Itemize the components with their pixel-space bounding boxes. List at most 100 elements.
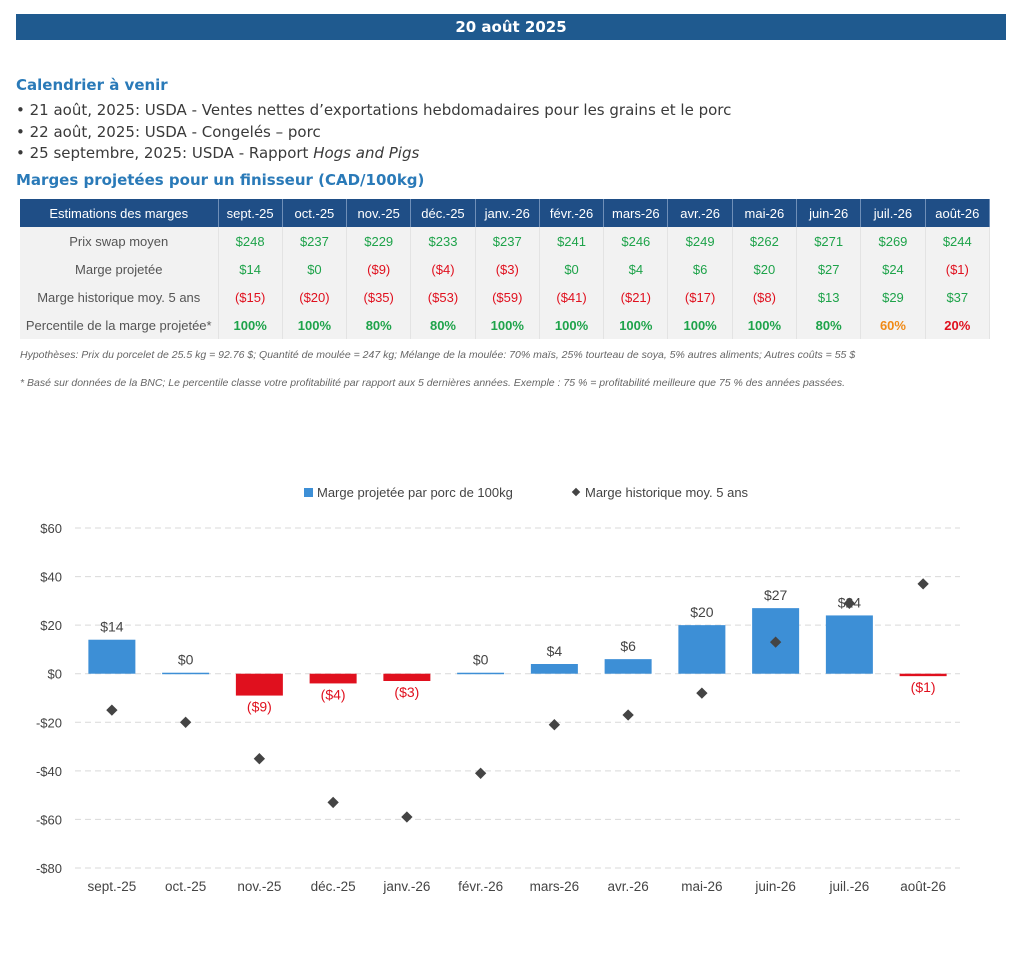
date-banner: 20 août 2025 xyxy=(16,14,1006,40)
bar xyxy=(235,673,283,696)
table-cell: ($1) xyxy=(925,255,991,283)
table-header-month: févr.-26 xyxy=(539,199,605,227)
table-cell: $27 xyxy=(796,255,862,283)
table-cell: ($59) xyxy=(475,283,540,311)
table-header-month: janv.-26 xyxy=(475,199,540,227)
bar-data-label: $0 xyxy=(473,652,489,668)
x-tick-label: août-26 xyxy=(900,879,946,894)
banner-date: 20 août 2025 xyxy=(455,18,567,36)
table-cell: $29 xyxy=(860,283,926,311)
historical-marker xyxy=(474,767,487,779)
table-cell: ($8) xyxy=(732,283,798,311)
bar-data-label: $6 xyxy=(620,638,636,654)
table-cell: ($9) xyxy=(346,255,412,283)
x-tick-label: juil.-26 xyxy=(828,879,869,894)
table-cell: $237 xyxy=(475,227,540,255)
table-cell: $20 xyxy=(732,255,798,283)
table-header-month: mai-26 xyxy=(732,199,798,227)
table-cell: 100% xyxy=(475,311,540,339)
table-row: Prix swap moyen $248 $237 $229 $233 $237 $241 $… xyxy=(20,227,991,255)
table-header-row: Estimations des marges sept.-25 oct.-25 no… xyxy=(20,199,991,227)
table-cell: ($17) xyxy=(667,283,733,311)
table-header-month: mars-26 xyxy=(603,199,669,227)
table-cell: 100% xyxy=(732,311,798,339)
y-tick-label: $0 xyxy=(48,667,62,682)
table-cell: $6 xyxy=(667,255,733,283)
table-cell: $24 xyxy=(860,255,926,283)
y-tick-label: $60 xyxy=(40,521,62,536)
table-row-label: Percentile de la marge projetée* xyxy=(20,311,219,339)
table-cell: $269 xyxy=(860,227,926,255)
bar-data-label: $14 xyxy=(100,619,124,635)
calendar-list: • 21 août, 2025: USDA - Ventes nettes d’… xyxy=(16,100,731,165)
table-header-month: juin-26 xyxy=(796,199,862,227)
bar-data-label: ($3) xyxy=(394,684,419,700)
bar-data-label: $0 xyxy=(178,652,194,668)
table-cell: 100% xyxy=(539,311,605,339)
table-cell: $229 xyxy=(346,227,412,255)
x-tick-label: mars-26 xyxy=(530,879,580,894)
bar-data-label: ($9) xyxy=(247,699,272,715)
table-cell: ($53) xyxy=(410,283,476,311)
margins-title: Marges projetées pour un finisseur (CAD/… xyxy=(16,171,425,189)
table-cell: $271 xyxy=(796,227,862,255)
table-cell: $0 xyxy=(539,255,605,283)
calendar-title: Calendrier à venir xyxy=(16,76,168,94)
y-tick-label: -$60 xyxy=(36,812,62,827)
table-cell: 20% xyxy=(925,311,991,339)
percentile-footnote: * Basé sur données de la BNC; Le percent… xyxy=(20,377,846,389)
table-cell: $14 xyxy=(218,255,283,283)
table-cell: ($4) xyxy=(410,255,476,283)
historical-marker xyxy=(548,719,561,731)
y-tick-label: -$20 xyxy=(36,715,62,730)
historical-marker xyxy=(179,716,192,728)
table-cell: 100% xyxy=(603,311,669,339)
bar xyxy=(678,625,726,674)
x-tick-label: oct.-25 xyxy=(165,879,206,894)
bar-data-label: ($1) xyxy=(911,679,936,695)
bar xyxy=(530,664,578,674)
x-tick-label: mai-26 xyxy=(681,879,722,894)
table-cell: ($3) xyxy=(475,255,540,283)
table-header-month: août-26 xyxy=(925,199,991,227)
hypotheses-note: Hypothèses: Prix du porcelet de 25.5 kg … xyxy=(20,349,856,361)
x-tick-label: févr.-26 xyxy=(458,879,503,894)
table-header-month: sept.-25 xyxy=(218,199,283,227)
table-cell: $241 xyxy=(539,227,605,255)
calendar-item: • 25 septembre, 2025: USDA - Rapport Hog… xyxy=(16,144,420,162)
table-header-month: nov.-25 xyxy=(346,199,412,227)
x-tick-label: déc.-25 xyxy=(311,879,356,894)
table-header-month: oct.-25 xyxy=(282,199,348,227)
x-tick-label: avr.-26 xyxy=(607,879,648,894)
historical-marker xyxy=(622,709,634,721)
historical-marker xyxy=(327,796,339,809)
table-cell: 60% xyxy=(860,311,926,339)
table-cell: $237 xyxy=(282,227,348,255)
y-tick-label: $40 xyxy=(40,570,62,585)
table-header-month: juil.-26 xyxy=(860,199,926,227)
table-cell: 80% xyxy=(796,311,862,339)
margins-table: Estimations des marges sept.-25 oct.-25 no… xyxy=(20,199,991,339)
table-header-month: avr.-26 xyxy=(667,199,733,227)
y-tick-label: -$40 xyxy=(36,764,62,779)
table-cell: $249 xyxy=(667,227,733,255)
table-row-label: Marge projetée xyxy=(20,255,219,283)
legend-swatch-bar xyxy=(304,488,313,497)
table-cell: ($15) xyxy=(218,283,283,311)
report-name: Hogs and Pigs xyxy=(313,144,420,162)
bar-data-label: ($4) xyxy=(321,686,346,702)
legend-label-bar: Marge projetée par porc de 100kg xyxy=(317,485,513,500)
table-header-month: déc.-25 xyxy=(410,199,476,227)
table-cell: ($21) xyxy=(603,283,669,311)
table-cell: $248 xyxy=(218,227,283,255)
table-cell: $244 xyxy=(925,227,991,255)
bar-data-label: $27 xyxy=(764,587,788,603)
table-cell: 100% xyxy=(218,311,283,339)
table-cell: ($35) xyxy=(346,283,412,311)
table-row: Marge historique moy. 5 ans ($15) ($20) ($3… xyxy=(20,283,991,311)
table-cell: 80% xyxy=(346,311,412,339)
historical-marker xyxy=(769,636,782,648)
table-cell: $0 xyxy=(282,255,348,283)
historical-marker xyxy=(106,704,118,716)
table-row: Percentile de la marge projetée* 100% 100%… xyxy=(20,311,991,339)
